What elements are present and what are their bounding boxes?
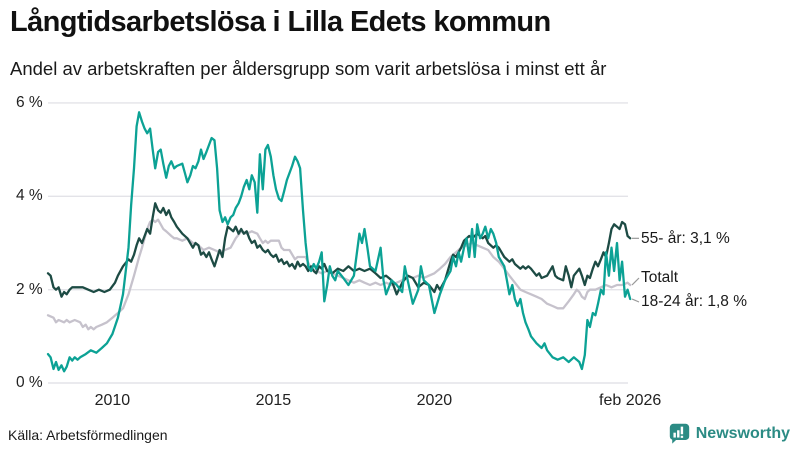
series-end-label-totalt: Totalt [641,269,679,287]
series-end-label-18-24: 18-24 år: 1,8 % [641,293,747,311]
x-tick-label: 2010 [94,392,131,409]
page-title: Långtidsarbetslösa i Lilla Edets kommun [10,6,551,38]
newsworthy-wordmark: Newsworthy [695,424,790,442]
y-tick-label: 6 % [16,93,43,111]
series-line-2 [46,111,632,373]
y-tick-label: 0 % [16,374,43,391]
newsworthy-brand-link[interactable]: Newsworthy [669,423,790,444]
x-tick-label: feb 2026 [599,392,662,409]
series-line-0 [46,202,632,298]
y-tick-label: 2 % [16,280,43,298]
series-line-1 [46,218,632,331]
y-tick-label: 4 % [16,187,43,205]
leader-line-2 [631,298,640,303]
x-tick-label: 2020 [416,392,453,409]
leader-line-1 [631,277,640,286]
source-note: Källa: Arbetsförmedlingen [8,427,168,443]
newsworthy-logo-icon [669,423,689,444]
x-tick-label: 2015 [255,392,292,409]
chart-subtitle: Andel av arbetskraften per åldersgrupp s… [10,58,607,79]
series-end-label-55: 55- år: 3,1 % [641,229,730,247]
